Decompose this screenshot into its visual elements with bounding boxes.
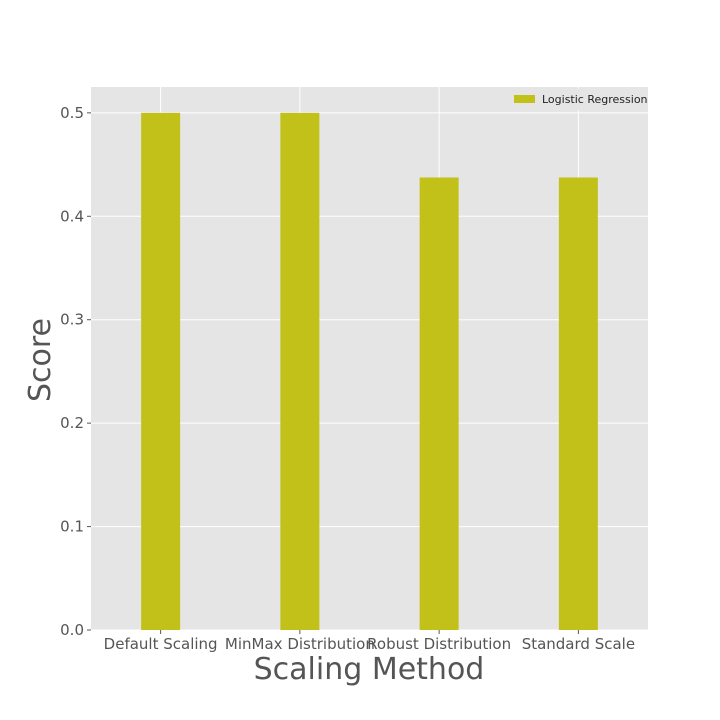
x-tick-label: Default Scaling: [104, 635, 218, 653]
x-tick-label: MinMax Distribution: [225, 635, 375, 653]
x-axis-ticks: Default Scaling MinMax DistributionRobust…: [104, 630, 635, 653]
bar: [558, 177, 598, 630]
y-tick-label: 0.3: [60, 311, 84, 329]
bar: [141, 112, 181, 631]
y-tick-label: 0.4: [60, 207, 84, 225]
y-tick-label: 0.0: [60, 621, 84, 639]
bars: [141, 112, 598, 631]
bar: [280, 112, 320, 631]
bar: [419, 177, 459, 630]
legend-swatch: [514, 95, 535, 103]
x-tick-label: Robust Distribution: [367, 635, 511, 653]
plot-background: [91, 87, 648, 630]
legend-box: [507, 88, 646, 111]
legend-label-logistic-regression: Logistic Regression: [542, 93, 648, 106]
x-tick-label: Standard Scale: [522, 635, 635, 653]
legend: Logistic Regression: [507, 88, 648, 111]
y-axis-title: Score: [23, 318, 58, 402]
y-tick-label: 0.1: [60, 518, 84, 536]
y-tick-label: 0.2: [60, 414, 84, 432]
y-tick-label: 0.5: [60, 104, 84, 122]
y-axis-ticks: 0.0 0.1 0.2 0.3 0.4 0.5: [60, 104, 91, 639]
x-axis-title: Scaling Method: [254, 652, 485, 687]
